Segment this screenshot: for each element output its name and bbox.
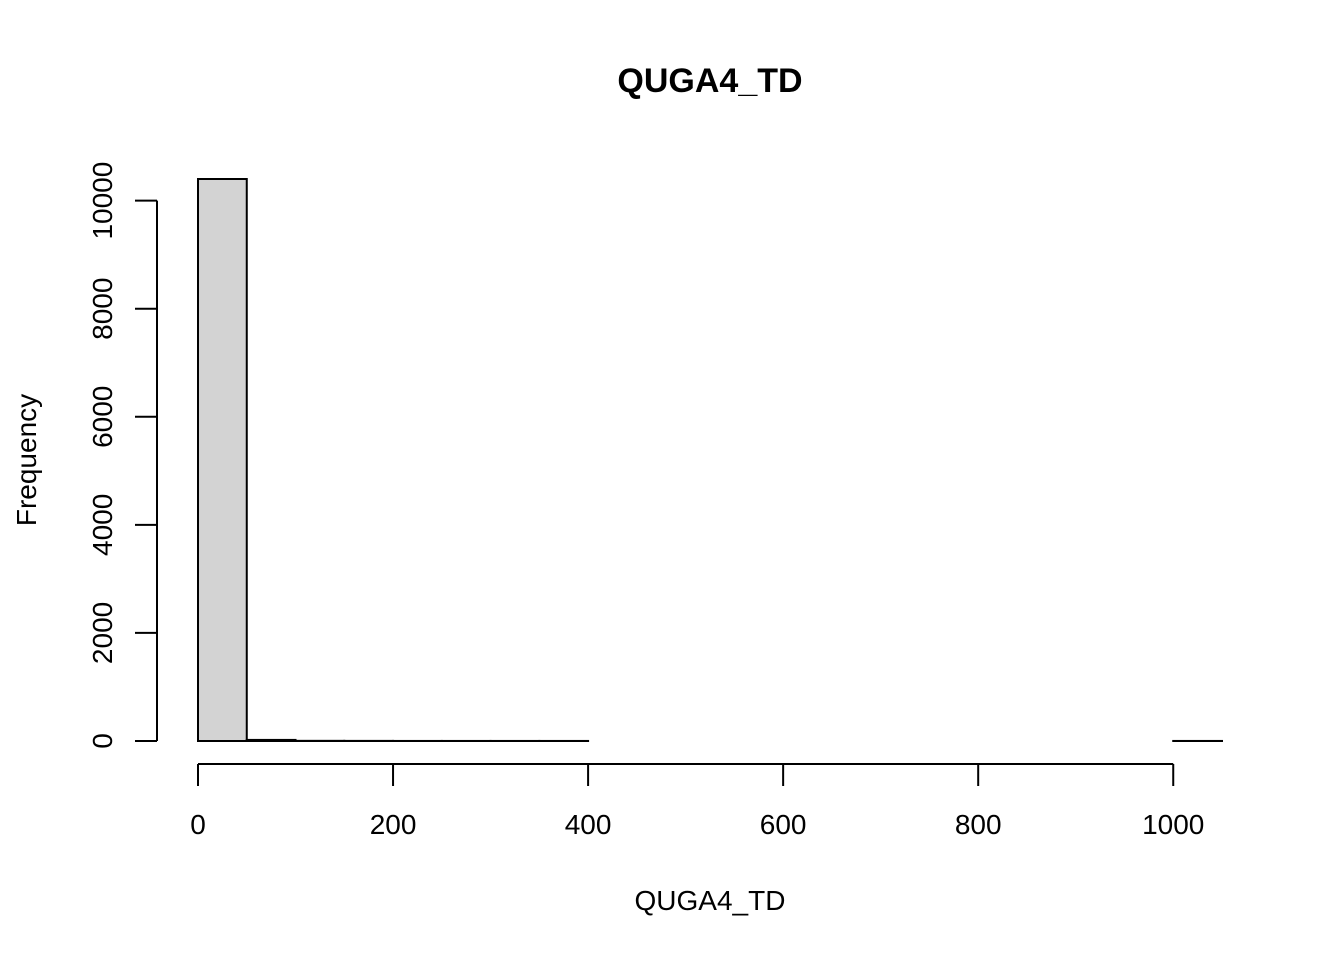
y-tick-label: 10000	[87, 162, 118, 240]
x-tick-label: 200	[370, 809, 417, 840]
y-tick-label: 0	[87, 733, 118, 749]
x-axis-label: QUGA4_TD	[635, 885, 786, 916]
y-axis-label: Frequency	[11, 394, 42, 526]
histogram-bar	[245, 738, 297, 743]
x-tick-label: 600	[760, 809, 807, 840]
y-tick-label: 4000	[87, 494, 118, 556]
histogram-bar	[197, 178, 248, 742]
x-tick-label: 800	[955, 809, 1002, 840]
y-tick-label: 2000	[87, 602, 118, 664]
y-tick-label: 6000	[87, 386, 118, 448]
x-axis: 0 200 400 600 800 1000	[190, 763, 1204, 840]
x-tick-label: 0	[190, 809, 206, 840]
y-tick-label: 8000	[87, 278, 118, 340]
bars-group	[197, 178, 1223, 743]
chart-title: QUGA4_TD	[617, 62, 802, 100]
x-tick-label: 1000	[1142, 809, 1204, 840]
x-tick-label: 400	[565, 809, 612, 840]
y-axis: 0 2000 4000 6000 8000 10000	[87, 162, 158, 749]
